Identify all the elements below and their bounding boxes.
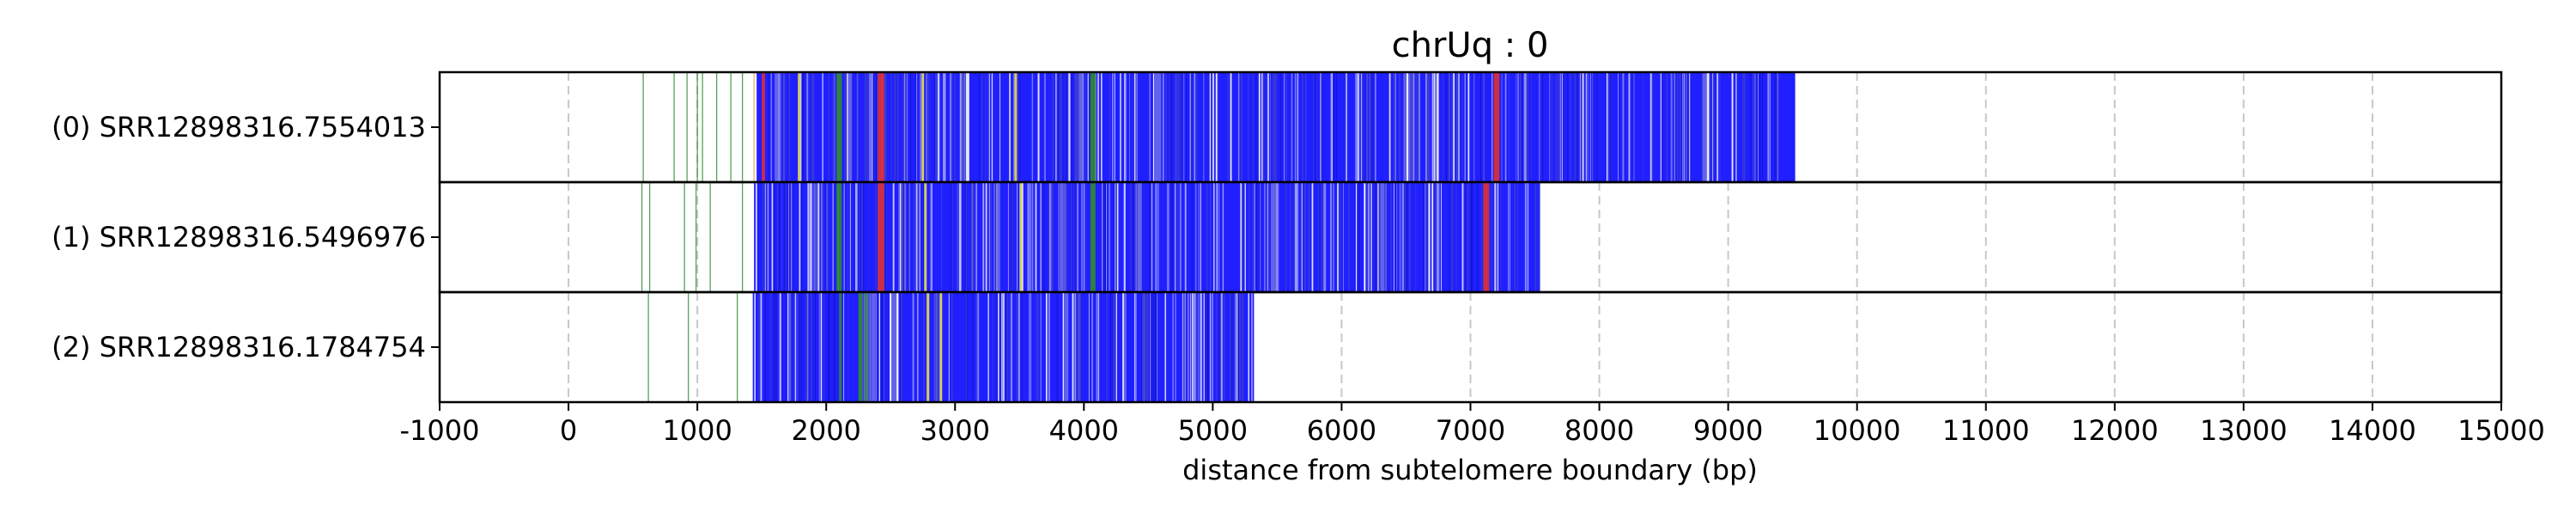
- read-row: (1) SRR12898316.5496976: [52, 180, 2503, 294]
- light-gap: [1154, 72, 1162, 182]
- light-gap: [1270, 182, 1278, 292]
- x-tick-label: -1000: [400, 414, 480, 447]
- light-gap: [1380, 182, 1387, 292]
- colored-mark: [839, 292, 842, 402]
- x-tick-label: 11000: [1942, 414, 2030, 447]
- colored-mark: [939, 292, 943, 402]
- colored-mark: [921, 72, 925, 182]
- colored-mark: [858, 292, 863, 402]
- read-block: [754, 182, 1540, 292]
- light-gap: [890, 292, 899, 402]
- x-tick-label: 8000: [1564, 414, 1634, 447]
- light-gap: [1122, 292, 1127, 402]
- colored-mark: [924, 182, 927, 292]
- colored-mark: [1493, 72, 1500, 182]
- x-tick-label: 10000: [1814, 414, 1901, 447]
- x-tick-label: 4000: [1049, 414, 1119, 447]
- x-tick-label: 9000: [1693, 414, 1763, 447]
- colored-mark: [1483, 182, 1490, 292]
- read-rows: (0) SRR12898316.7554013 (1) SRR12898316.5…: [52, 70, 2503, 404]
- x-tick-label: 14000: [2329, 414, 2416, 447]
- x-tick-label: 7000: [1436, 414, 1505, 447]
- colored-mark: [878, 182, 884, 292]
- colored-mark: [1014, 72, 1018, 182]
- x-tick-label: 3000: [920, 414, 990, 447]
- x-tick-label: 0: [560, 414, 577, 447]
- x-tick-label: 13000: [2200, 414, 2287, 447]
- chart-title: chrUq : 0: [1392, 26, 1549, 65]
- read-row: (0) SRR12898316.7554013: [52, 70, 2503, 184]
- colored-mark: [865, 292, 868, 402]
- x-axis-ticks: -1000 0 1000 2000 3000 4000 5000 6000 7000 8000 90…: [400, 402, 2545, 447]
- colored-mark: [798, 72, 801, 182]
- light-gap: [775, 72, 781, 182]
- light-gap: [1058, 182, 1066, 292]
- colored-mark: [836, 72, 842, 182]
- colored-mark: [836, 182, 842, 292]
- colored-mark: [1090, 72, 1096, 182]
- light-gap: [1077, 72, 1084, 182]
- colored-mark: [927, 292, 930, 402]
- x-tick-label: 5000: [1178, 414, 1248, 447]
- x-tick-label: 12000: [2071, 414, 2159, 447]
- light-gap: [1702, 72, 1710, 182]
- colored-mark: [1090, 182, 1096, 292]
- light-gap: [1135, 182, 1142, 292]
- read-label: (1) SRR12898316.5496976: [52, 221, 426, 253]
- colored-mark: [1019, 182, 1023, 292]
- x-tick-label: 1000: [662, 414, 732, 447]
- colored-mark: [878, 72, 884, 182]
- light-gap: [961, 72, 969, 182]
- x-tick-label: 6000: [1307, 414, 1376, 447]
- x-axis-label: distance from subtelomere boundary (bp): [1182, 454, 1758, 486]
- read-label: (0) SRR12898316.7554013: [52, 111, 426, 143]
- colored-mark: [762, 72, 765, 182]
- x-tick-label: 15000: [2458, 414, 2545, 447]
- light-gap: [845, 72, 853, 182]
- read-row: (2) SRR12898316.1784754: [52, 290, 2503, 404]
- x-tick-label: 2000: [791, 414, 860, 447]
- read-label: (2) SRR12898316.1784754: [52, 331, 426, 363]
- light-gap: [1064, 292, 1069, 402]
